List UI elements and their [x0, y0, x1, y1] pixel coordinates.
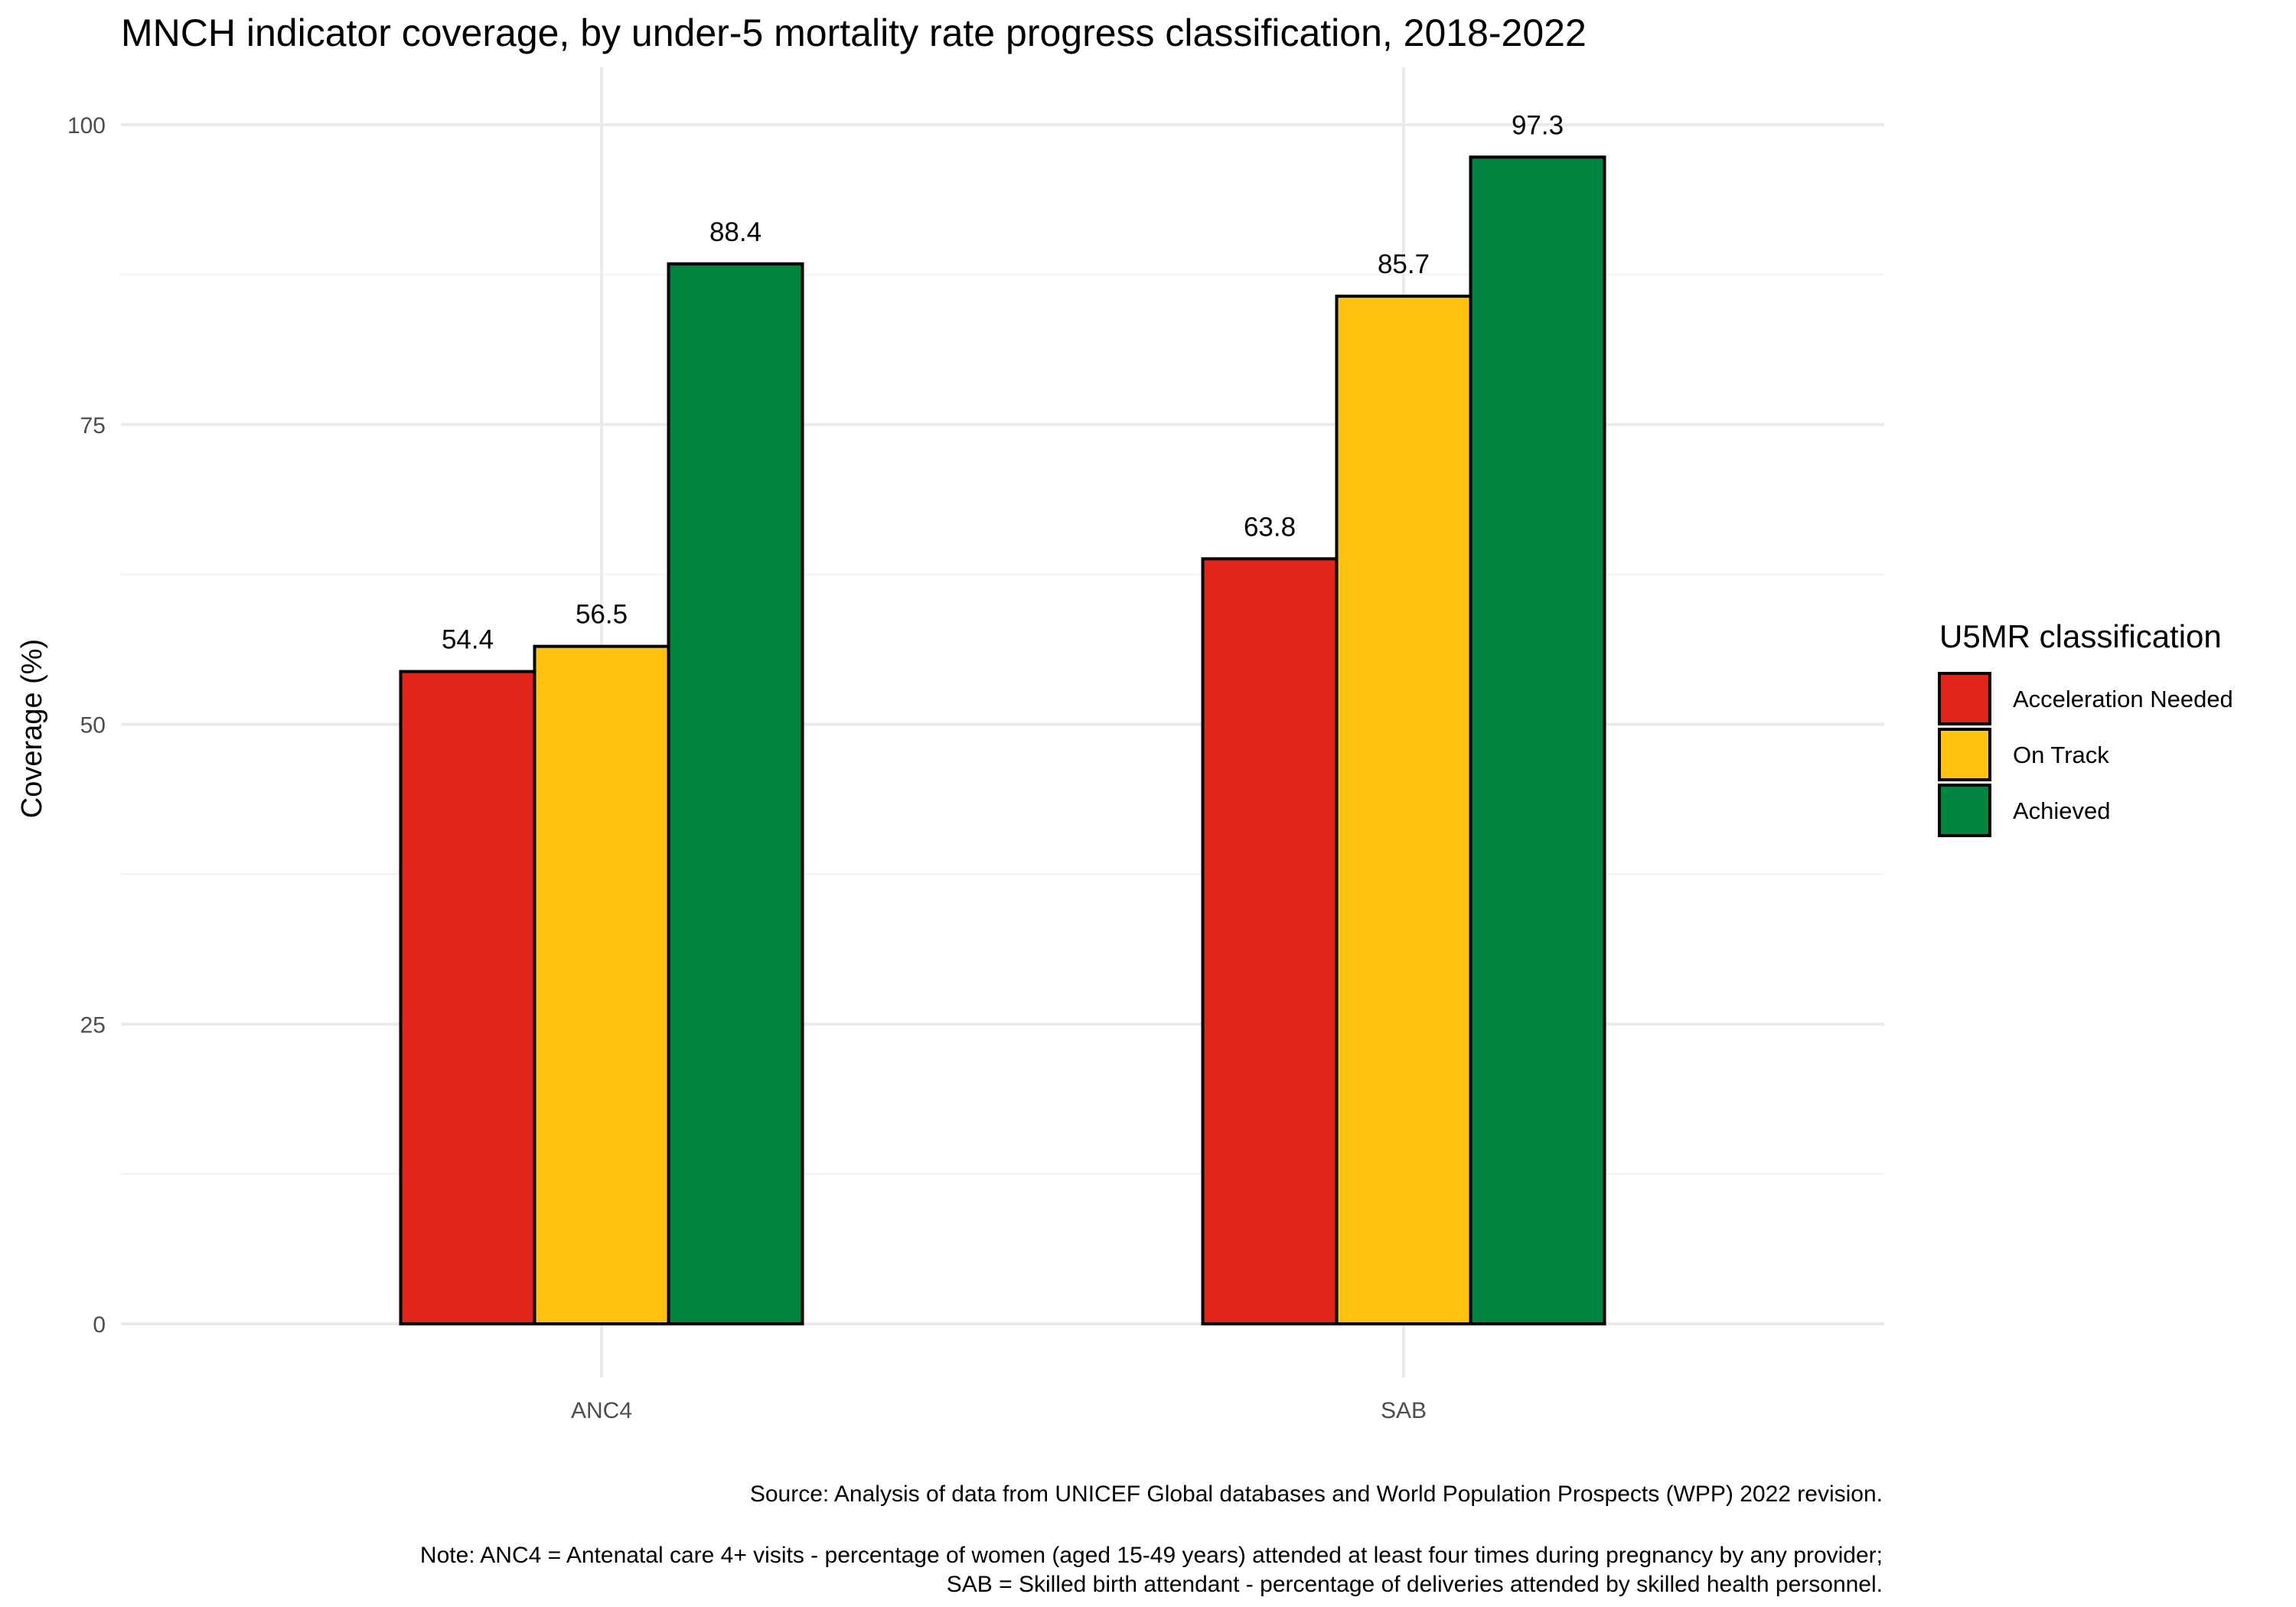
- grid-layer: [121, 67, 1884, 1377]
- bar: [399, 670, 536, 1325]
- bar-value-label: 56.5: [576, 600, 628, 630]
- bar-value-label: 63.8: [1244, 512, 1296, 542]
- legend-label: Acceleration Needed: [2013, 686, 2233, 712]
- bar: [667, 262, 804, 1326]
- legend-items: Acceleration Needed On Track Achieved: [1938, 672, 2233, 837]
- legend-key: [1938, 672, 1991, 725]
- bar-labels-layer: 54.4 56.5 88.4 63.8 85.7 97.3: [442, 110, 1564, 654]
- y-tick-label: 100: [67, 113, 106, 139]
- bar-value-label: 97.3: [1512, 110, 1564, 140]
- legend: U5MR classification Acceleration Needed O…: [1938, 618, 2233, 837]
- bars-layer: [399, 155, 1606, 1326]
- legend-key: [1938, 784, 1991, 837]
- legend-label: On Track: [2013, 742, 2109, 768]
- bar-value-label: 88.4: [709, 217, 762, 247]
- bar-value-label: 85.7: [1378, 249, 1430, 279]
- y-tick-label: 75: [80, 413, 106, 438]
- legend-title: U5MR classification: [1939, 618, 2222, 654]
- y-axis-title: Coverage (%): [16, 639, 48, 818]
- y-tick-label: 25: [80, 1012, 106, 1038]
- legend-key: [1938, 728, 1991, 781]
- y-tick-label: 0: [93, 1312, 106, 1338]
- legend-label: Achieved: [2013, 797, 2111, 824]
- axes-layer: 0 25 50 75 100 ANC4 SAB: [67, 113, 1427, 1423]
- chart-title: MNCH indicator coverage, by under-5 mort…: [121, 11, 1587, 54]
- x-tick-label: SAB: [1381, 1398, 1427, 1423]
- bar: [1469, 155, 1606, 1326]
- bar: [1201, 557, 1339, 1325]
- x-tick-label: ANC4: [571, 1398, 632, 1423]
- caption-note-line-1: Note: ANC4 = Antenatal care 4+ visits - …: [420, 1543, 1883, 1568]
- bar: [533, 644, 670, 1325]
- caption-source: Source: Analysis of data from UNICEF Glo…: [750, 1482, 1883, 1507]
- caption-note-line-2: SAB = Skilled birth attendant - percenta…: [947, 1572, 1883, 1597]
- y-tick-label: 50: [80, 713, 106, 738]
- bar: [1335, 295, 1473, 1325]
- bar-value-label: 54.4: [442, 625, 494, 655]
- captions: Source: Analysis of data from UNICEF Glo…: [420, 1482, 1883, 1597]
